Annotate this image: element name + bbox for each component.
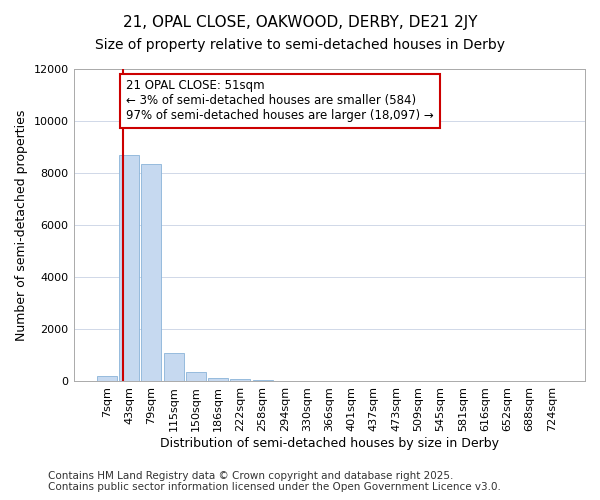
Bar xyxy=(253,380,272,382)
Y-axis label: Number of semi-detached properties: Number of semi-detached properties xyxy=(15,110,28,341)
X-axis label: Distribution of semi-detached houses by size in Derby: Distribution of semi-detached houses by … xyxy=(160,437,499,450)
Bar xyxy=(186,372,206,382)
Bar xyxy=(208,378,228,382)
Bar xyxy=(141,164,161,382)
Bar xyxy=(230,379,250,382)
Text: Size of property relative to semi-detached houses in Derby: Size of property relative to semi-detach… xyxy=(95,38,505,52)
Text: Contains HM Land Registry data © Crown copyright and database right 2025.
Contai: Contains HM Land Registry data © Crown c… xyxy=(48,471,501,492)
Text: 21 OPAL CLOSE: 51sqm
← 3% of semi-detached houses are smaller (584)
97% of semi-: 21 OPAL CLOSE: 51sqm ← 3% of semi-detach… xyxy=(126,80,434,122)
Text: 21, OPAL CLOSE, OAKWOOD, DERBY, DE21 2JY: 21, OPAL CLOSE, OAKWOOD, DERBY, DE21 2JY xyxy=(123,15,477,30)
Bar xyxy=(164,353,184,382)
Bar xyxy=(97,376,117,382)
Bar xyxy=(119,155,139,382)
